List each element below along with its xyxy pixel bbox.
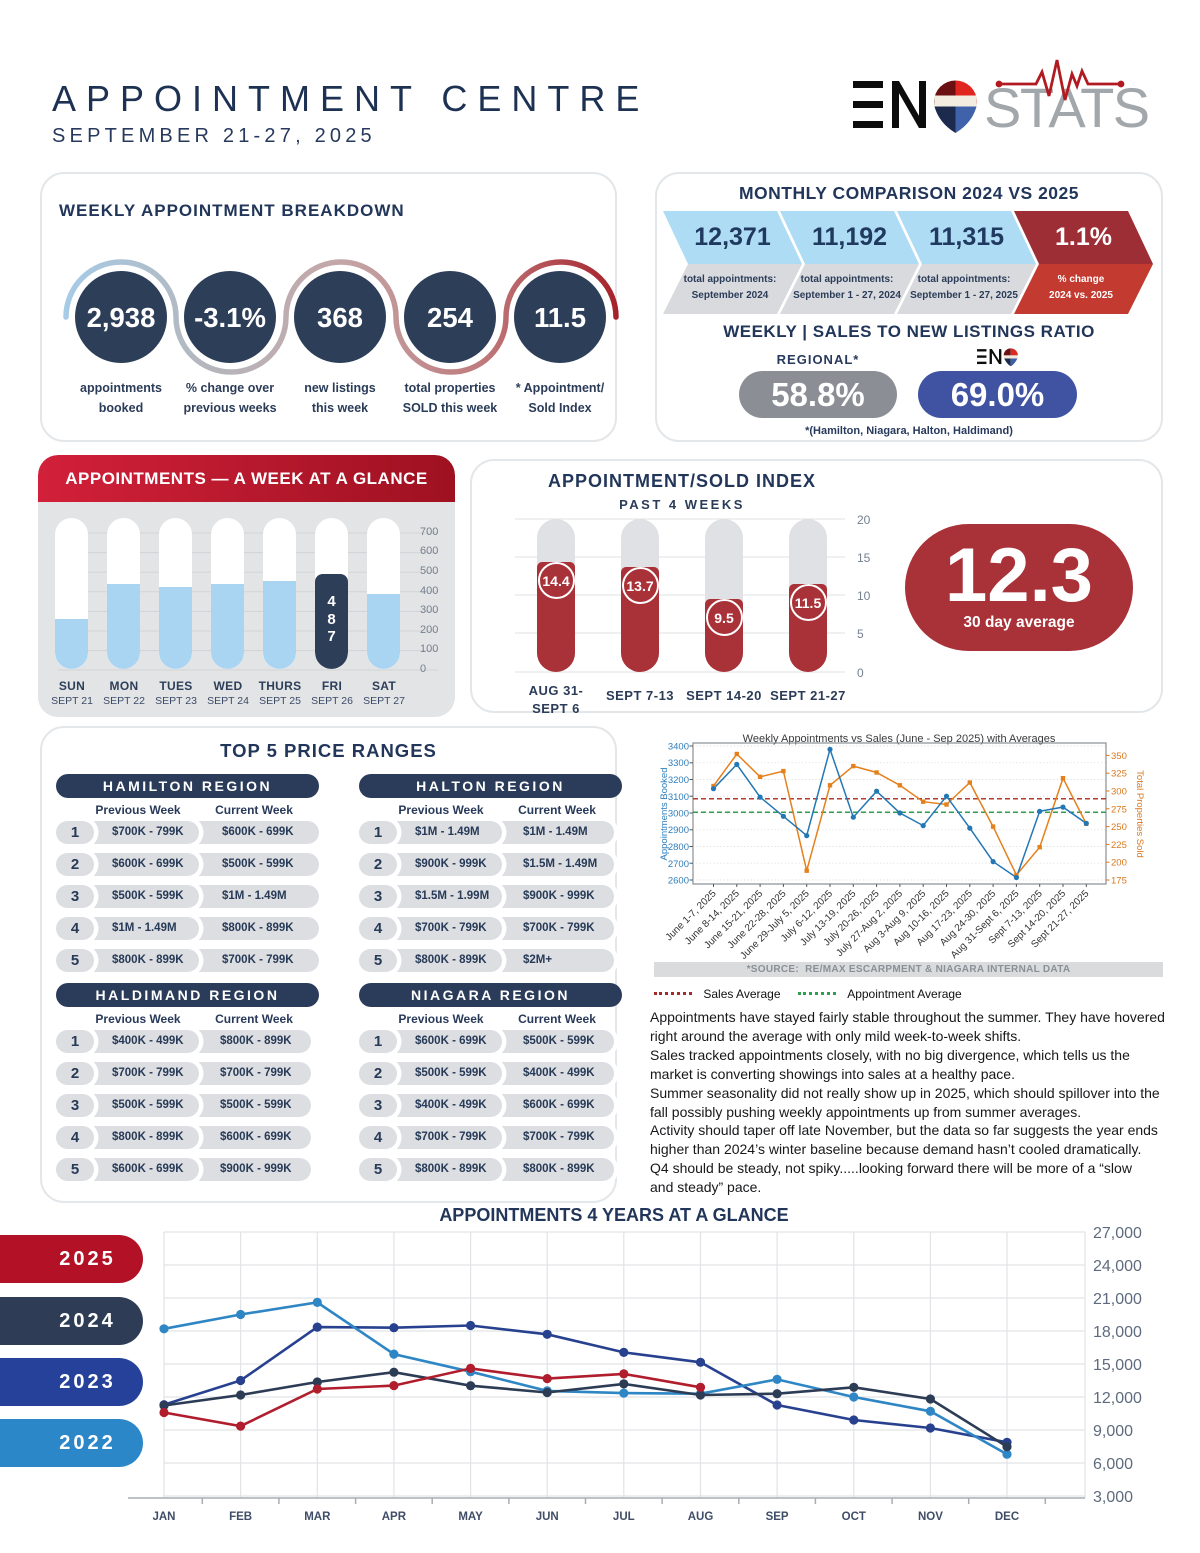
svg-text:NOV: NOV: [918, 1511, 943, 1523]
svg-text:18,000: 18,000: [1093, 1324, 1142, 1341]
svg-text:2900: 2900: [668, 825, 689, 836]
svg-text:Appointments Booked: Appointments Booked: [659, 768, 670, 861]
svg-text:Total Properties Sold: Total Properties Sold: [1134, 770, 1145, 858]
svg-text:AUG: AUG: [688, 1511, 714, 1523]
svg-text:SEP: SEP: [766, 1511, 789, 1523]
svg-text:2700: 2700: [668, 859, 689, 870]
svg-text:2800: 2800: [668, 842, 689, 853]
svg-text:Weekly Appointments vs Sales (: Weekly Appointments vs Sales (June - Sep…: [743, 733, 1056, 745]
svg-text:JAN: JAN: [152, 1511, 175, 1523]
svg-text:JUL: JUL: [613, 1511, 635, 1523]
svg-text:6,000: 6,000: [1093, 1456, 1133, 1473]
svg-text:2,938: 2,938: [87, 302, 156, 333]
svg-text:APR: APR: [382, 1511, 407, 1523]
svg-text:OCT: OCT: [842, 1511, 866, 1523]
svg-text:3200: 3200: [668, 775, 689, 786]
svg-text:12,000: 12,000: [1093, 1390, 1142, 1407]
svg-text:FEB: FEB: [229, 1511, 252, 1523]
svg-text:2600: 2600: [668, 876, 689, 887]
svg-text:325: 325: [1111, 769, 1127, 780]
svg-text:27,000: 27,000: [1093, 1225, 1142, 1242]
svg-text:15,000: 15,000: [1093, 1357, 1142, 1374]
svg-text:24,000: 24,000: [1093, 1258, 1142, 1275]
svg-text:3300: 3300: [668, 758, 689, 769]
svg-text:250: 250: [1111, 822, 1127, 833]
svg-text:3,000: 3,000: [1093, 1489, 1133, 1506]
svg-text:MAY: MAY: [458, 1511, 483, 1523]
svg-text:200: 200: [1111, 858, 1127, 869]
svg-text:DEC: DEC: [995, 1511, 1019, 1523]
svg-text:JUN: JUN: [536, 1511, 559, 1523]
svg-text:254: 254: [427, 302, 474, 333]
svg-text:368: 368: [317, 302, 363, 333]
svg-text:3400: 3400: [668, 742, 689, 753]
svg-text:300: 300: [1111, 787, 1127, 798]
svg-text:9,000: 9,000: [1093, 1423, 1133, 1440]
svg-text:-3.1%: -3.1%: [194, 302, 266, 333]
svg-text:275: 275: [1111, 804, 1127, 815]
svg-text:225: 225: [1111, 840, 1127, 851]
svg-text:3100: 3100: [668, 792, 689, 803]
svg-text:3000: 3000: [668, 809, 689, 820]
svg-text:350: 350: [1111, 751, 1127, 762]
svg-text:11.5: 11.5: [534, 302, 586, 333]
svg-text:MAR: MAR: [304, 1511, 331, 1523]
svg-text:175: 175: [1111, 876, 1127, 887]
svg-text:21,000: 21,000: [1093, 1291, 1142, 1308]
